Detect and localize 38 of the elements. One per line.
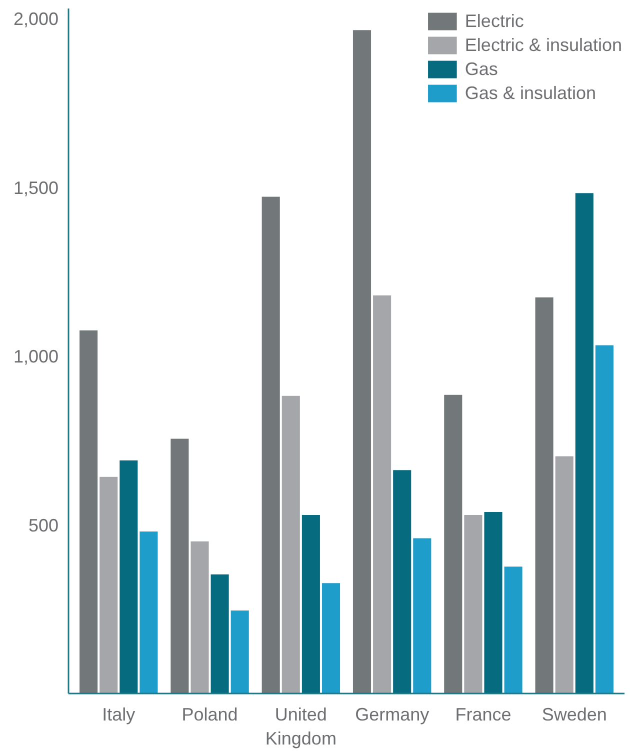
y-tick-label: 2,000	[13, 9, 59, 30]
x-tick-label: Germany	[355, 704, 430, 724]
bar	[80, 330, 98, 694]
bar	[190, 541, 209, 694]
y-tick-label: 500	[28, 515, 59, 536]
bar	[262, 196, 280, 694]
bar	[282, 396, 300, 694]
bar	[504, 566, 522, 694]
bar	[464, 514, 482, 694]
bar	[444, 394, 462, 694]
bar	[140, 532, 158, 694]
bar	[575, 193, 594, 694]
x-tick-label: Italy	[102, 704, 136, 724]
bar	[393, 470, 412, 694]
bar	[100, 476, 118, 694]
legend-label: Electric	[464, 10, 524, 32]
bar	[555, 456, 574, 694]
y-tick-label: 1,500	[13, 178, 59, 198]
x-tick-label: United Kingdom	[265, 704, 336, 748]
x-tick-label: Poland	[182, 704, 238, 724]
bar	[120, 460, 138, 694]
bar	[595, 345, 614, 694]
legend-label: Electric & insulation	[464, 34, 622, 56]
bar	[413, 538, 432, 694]
bar	[230, 610, 249, 694]
bar	[535, 297, 554, 694]
bar	[352, 30, 372, 694]
bar	[170, 438, 189, 694]
bar	[484, 512, 502, 694]
x-tick-label: Sweden	[542, 704, 607, 724]
x-tick-label: France	[455, 704, 512, 724]
bar	[322, 583, 340, 694]
bar	[373, 295, 392, 694]
bar	[210, 574, 229, 694]
y-tick-label: 1,000	[13, 346, 59, 367]
legend-label: Gas & insulation	[464, 82, 596, 104]
legend-label: Gas	[464, 58, 498, 80]
bar	[302, 514, 320, 694]
